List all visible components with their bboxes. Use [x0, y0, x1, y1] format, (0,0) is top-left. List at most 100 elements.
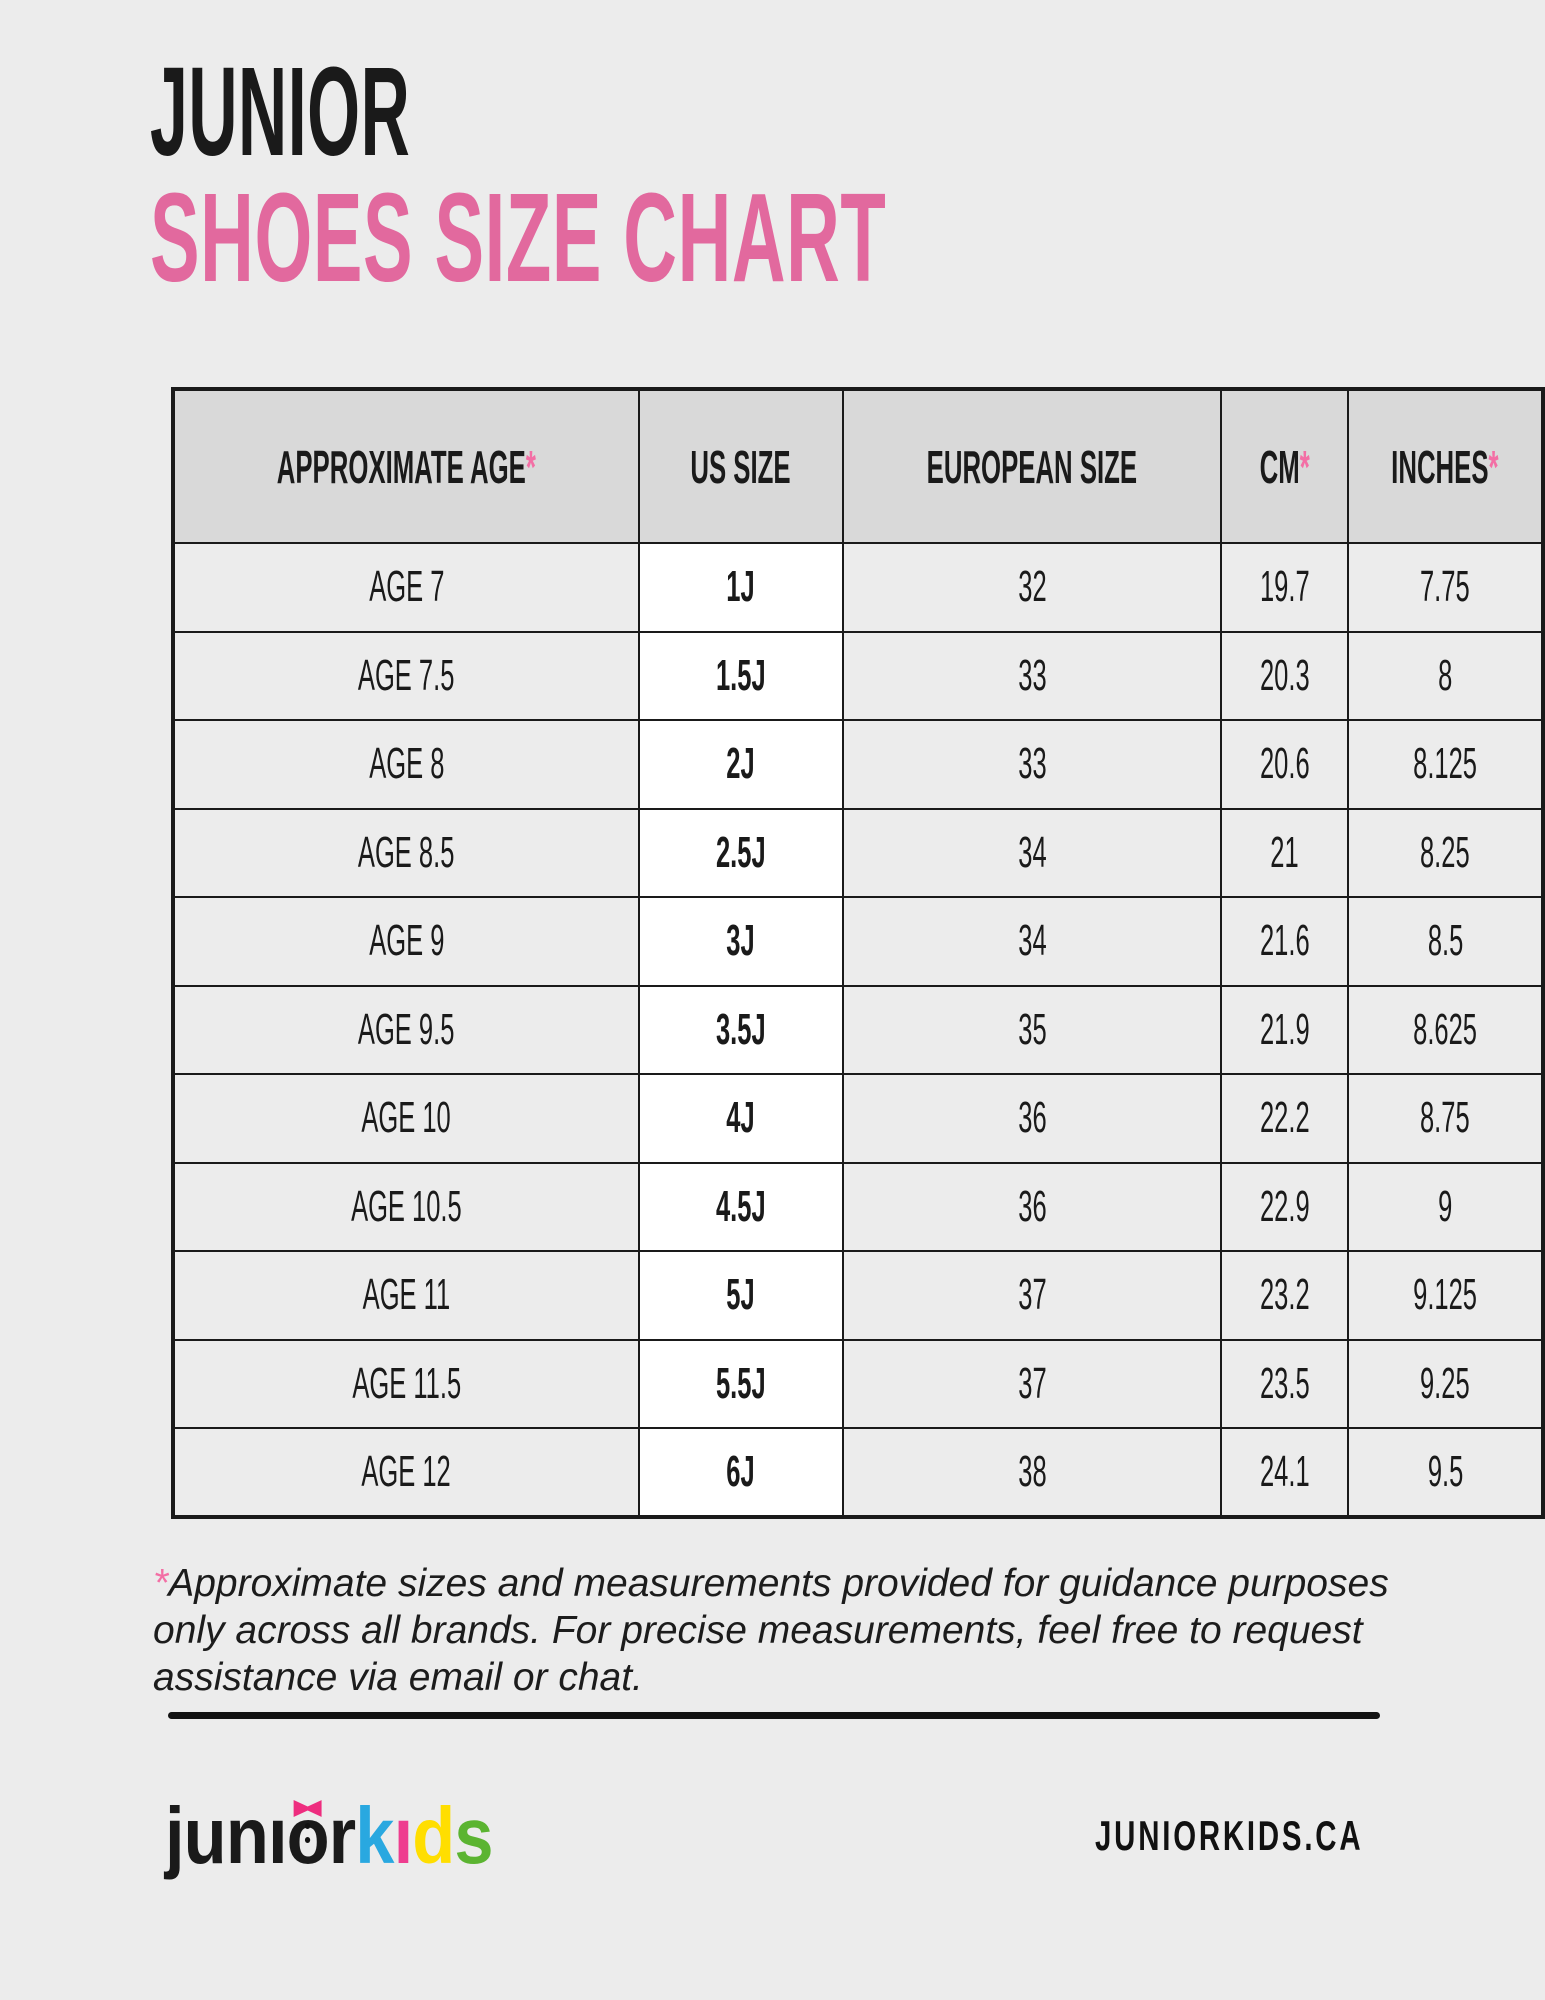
cell-value: 23.2 — [1259, 1270, 1310, 1320]
cell-inches: 9.5 — [1347, 1427, 1544, 1518]
asterisk-icon: * — [1299, 440, 1310, 493]
header-european-size: EUROPEAN SIZE — [842, 388, 1222, 544]
table-row: AGE 11 5J 37 23.2 9.125 — [172, 1250, 1544, 1341]
cell-value: 23.5 — [1259, 1358, 1310, 1408]
shoe-size-table: APPROXIMATE AGE* US SIZE EUROPEAN SIZE C… — [171, 387, 1545, 1519]
cell-us: 4.5J — [637, 1161, 845, 1252]
cell-value: 22.9 — [1259, 1181, 1310, 1231]
cell-value: 5.5J — [716, 1358, 766, 1408]
cell-value: 6J — [726, 1446, 756, 1496]
cell-eu: 34 — [842, 807, 1222, 898]
cell-cm: 21.6 — [1219, 896, 1350, 987]
cell-eu: 37 — [842, 1250, 1222, 1341]
cell-value: 3J — [726, 916, 756, 966]
cell-us: 2.5J — [637, 807, 845, 898]
logo-letter: o — [286, 1791, 330, 1880]
header-us-size: US SIZE — [637, 388, 845, 544]
header-inches: INCHES* — [1347, 388, 1544, 544]
cell-age: AGE 12 — [172, 1427, 640, 1518]
cell-value: 32 — [1017, 562, 1047, 612]
cell-value: 8.125 — [1413, 739, 1478, 789]
cell-value: 9.5 — [1427, 1446, 1463, 1496]
table-row: AGE 10.5 4.5J 36 22.9 9 — [172, 1161, 1544, 1252]
bow-icon — [293, 1800, 322, 1817]
logo-letter: k — [355, 1791, 394, 1880]
cell-value: AGE 12 — [361, 1446, 451, 1496]
logo-letter: n — [225, 1791, 269, 1880]
cell-value: 8 — [1438, 650, 1453, 700]
cell-eu: 36 — [842, 1073, 1222, 1164]
logo-o-face: o — [286, 1791, 330, 1880]
footnote-line: assistance via email or chat. — [153, 1656, 643, 1699]
header-label: EUROPEAN SIZE — [926, 440, 1138, 493]
logo-letter: ı — [267, 1791, 288, 1880]
asterisk-icon: * — [153, 1562, 169, 1605]
cell-value: 1.5J — [716, 650, 766, 700]
title-line-junior: JUNIOR — [150, 41, 411, 182]
cell-value: 8.75 — [1420, 1093, 1470, 1143]
cell-value: 35 — [1017, 1004, 1047, 1054]
divider-rule — [168, 1712, 1380, 1719]
cell-us: 5.5J — [637, 1338, 845, 1429]
cell-inches: 9.25 — [1347, 1338, 1544, 1429]
table-row: AGE 7.5 1.5J 33 20.3 8 — [172, 630, 1544, 721]
cell-value: AGE 8 — [368, 739, 444, 789]
cell-us: 1.5J — [637, 630, 845, 721]
cell-value: 2J — [726, 739, 756, 789]
cell-eu: 33 — [842, 719, 1222, 810]
cell-value: AGE 9.5 — [358, 1004, 455, 1054]
size-table-body: AGE 7 1J 32 19.7 7.75 AGE 7.5 1.5J 33 20.3 8 AGE 8… — [172, 542, 1544, 1518]
cell-age: AGE 9 — [172, 896, 640, 987]
cell-us: 3J — [637, 896, 845, 987]
cell-age: AGE 7 — [172, 542, 640, 633]
cell-age: AGE 10 — [172, 1073, 640, 1164]
cell-inches: 8.75 — [1347, 1073, 1544, 1164]
cell-eu: 33 — [842, 630, 1222, 721]
cell-cm: 23.5 — [1219, 1338, 1350, 1429]
cell-value: AGE 7 — [368, 562, 444, 612]
cell-age: AGE 8.5 — [172, 807, 640, 898]
cell-value: 9.25 — [1420, 1358, 1470, 1408]
footnote-text: Approximate sizes and measurements provi… — [168, 1562, 1389, 1605]
cell-us: 5J — [637, 1250, 845, 1341]
cell-eu: 35 — [842, 984, 1222, 1075]
cell-inches: 8.125 — [1347, 719, 1544, 810]
cell-inches: 7.75 — [1347, 542, 1544, 633]
cell-value: AGE 11.5 — [351, 1358, 461, 1408]
cell-value: 3.5J — [716, 1004, 766, 1054]
cell-value: AGE 10.5 — [350, 1181, 462, 1231]
cell-value: 33 — [1017, 739, 1047, 789]
cell-value: 9.125 — [1413, 1270, 1478, 1320]
cell-value: AGE 10 — [361, 1093, 451, 1143]
footnote: *Approximate sizes and measurements prov… — [153, 1560, 1389, 1701]
cell-us: 6J — [637, 1427, 845, 1518]
cell-value: 2.5J — [716, 827, 766, 877]
cell-eu: 38 — [842, 1427, 1222, 1518]
cell-cm: 19.7 — [1219, 542, 1350, 633]
cell-value: 4J — [726, 1093, 756, 1143]
cell-cm: 20.3 — [1219, 630, 1350, 721]
cell-cm: 23.2 — [1219, 1250, 1350, 1341]
cell-value: 7.75 — [1420, 562, 1470, 612]
asterisk-icon: * — [525, 440, 536, 493]
cell-value: 33 — [1017, 650, 1047, 700]
header-label: APPROXIMATE AGE — [276, 440, 526, 493]
header-label: INCHES — [1391, 440, 1489, 493]
cell-cm: 21.9 — [1219, 984, 1350, 1075]
cell-value: 34 — [1017, 827, 1047, 877]
cell-value: 20.6 — [1259, 739, 1310, 789]
cell-eu: 32 — [842, 542, 1222, 633]
cell-inches: 8.625 — [1347, 984, 1544, 1075]
cell-us: 2J — [637, 719, 845, 810]
logo-letter: ı — [393, 1791, 414, 1880]
cell-value: AGE 9 — [368, 916, 444, 966]
cell-value: 36 — [1017, 1093, 1047, 1143]
cell-value: 24.1 — [1259, 1446, 1310, 1496]
cell-inches: 9 — [1347, 1161, 1544, 1252]
header-cm: CM* — [1219, 388, 1350, 544]
logo-letter: r — [328, 1791, 356, 1880]
cell-value: 8.5 — [1427, 916, 1463, 966]
cell-age: AGE 7.5 — [172, 630, 640, 721]
page-title: JUNIOR SHOES SIZE CHART — [150, 49, 1545, 301]
cell-eu: 34 — [842, 896, 1222, 987]
